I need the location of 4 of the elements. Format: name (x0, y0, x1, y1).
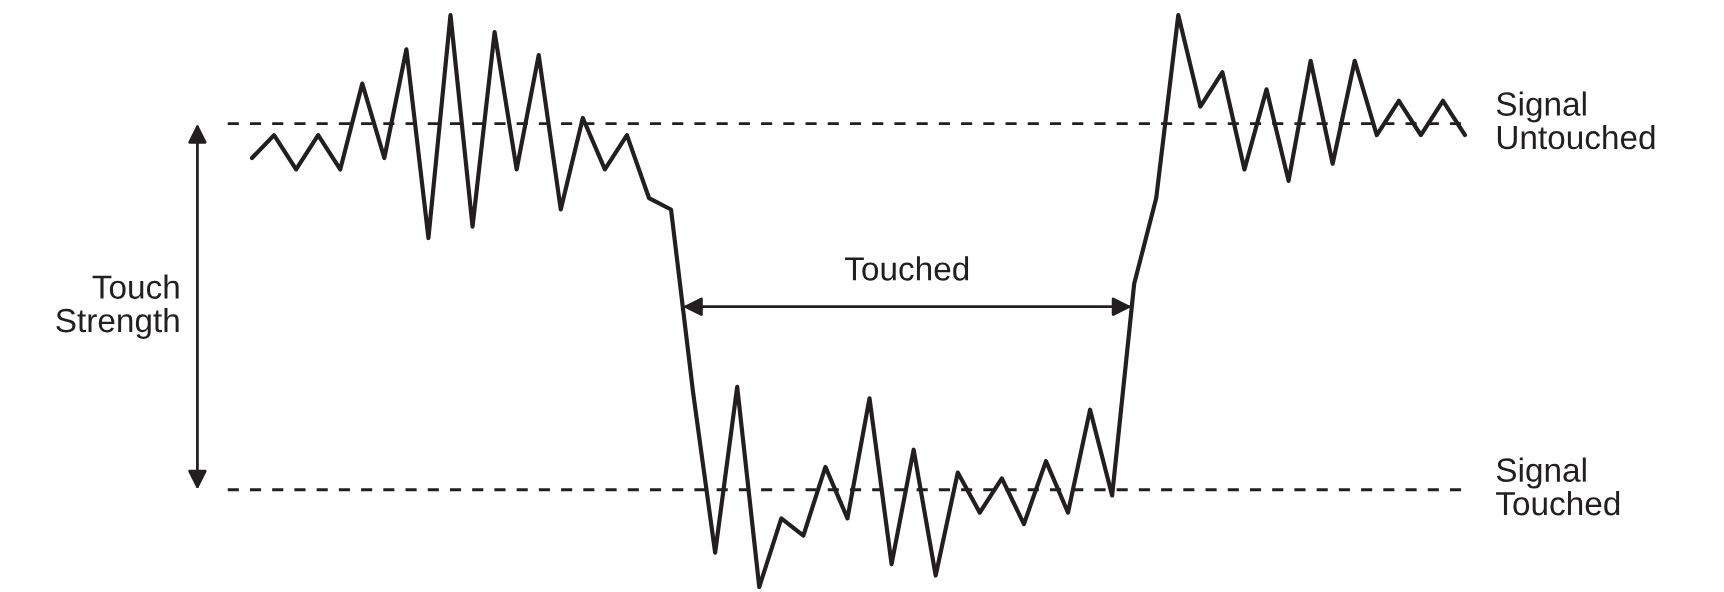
ref-line-label: Signal Touched (1496, 457, 1620, 516)
text: Touch Strength (56, 274, 179, 339)
annotation: Touched (845, 256, 969, 281)
ref-line-label: Signal Untouched (1496, 91, 1655, 150)
